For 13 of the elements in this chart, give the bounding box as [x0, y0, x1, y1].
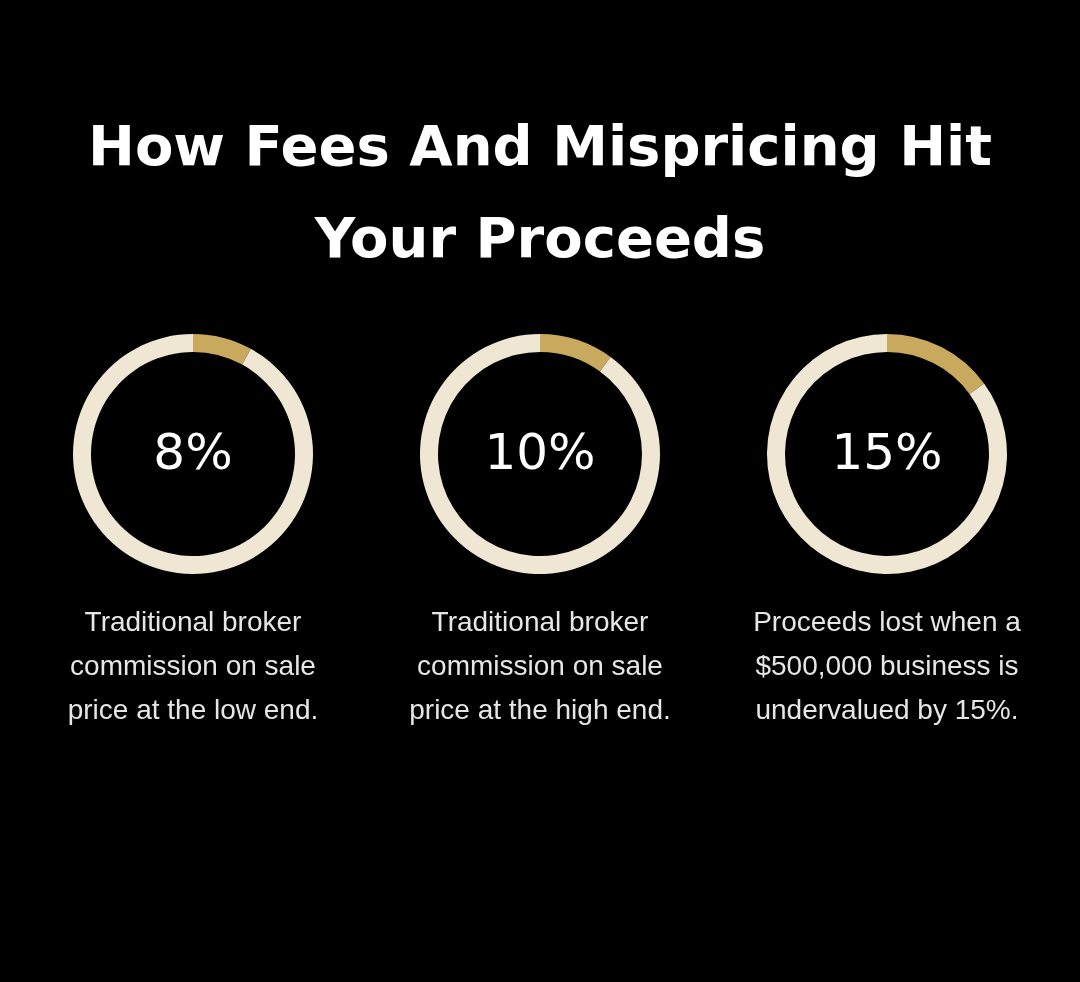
text: Traditional broker commission on sale price at the low end. [66, 605, 320, 727]
text: Traditional broker commission on sale price at the high end. [408, 605, 672, 727]
text: How Fees And Mispricing Hit Your Proceeds [87, 112, 993, 272]
text: Proceeds lost when a $500,000 business is undervalued by 15%. [752, 605, 1022, 727]
donut-slice [73, 334, 313, 574]
donut-slice [420, 334, 660, 574]
donut-slice [193, 334, 251, 365]
data-label: 15% [831, 423, 943, 481]
donut-slice [767, 334, 1007, 574]
donut-slice [540, 334, 611, 372]
data-label: 10% [484, 423, 596, 481]
data-label: 8% [153, 423, 233, 481]
donut-slice [887, 334, 985, 395]
